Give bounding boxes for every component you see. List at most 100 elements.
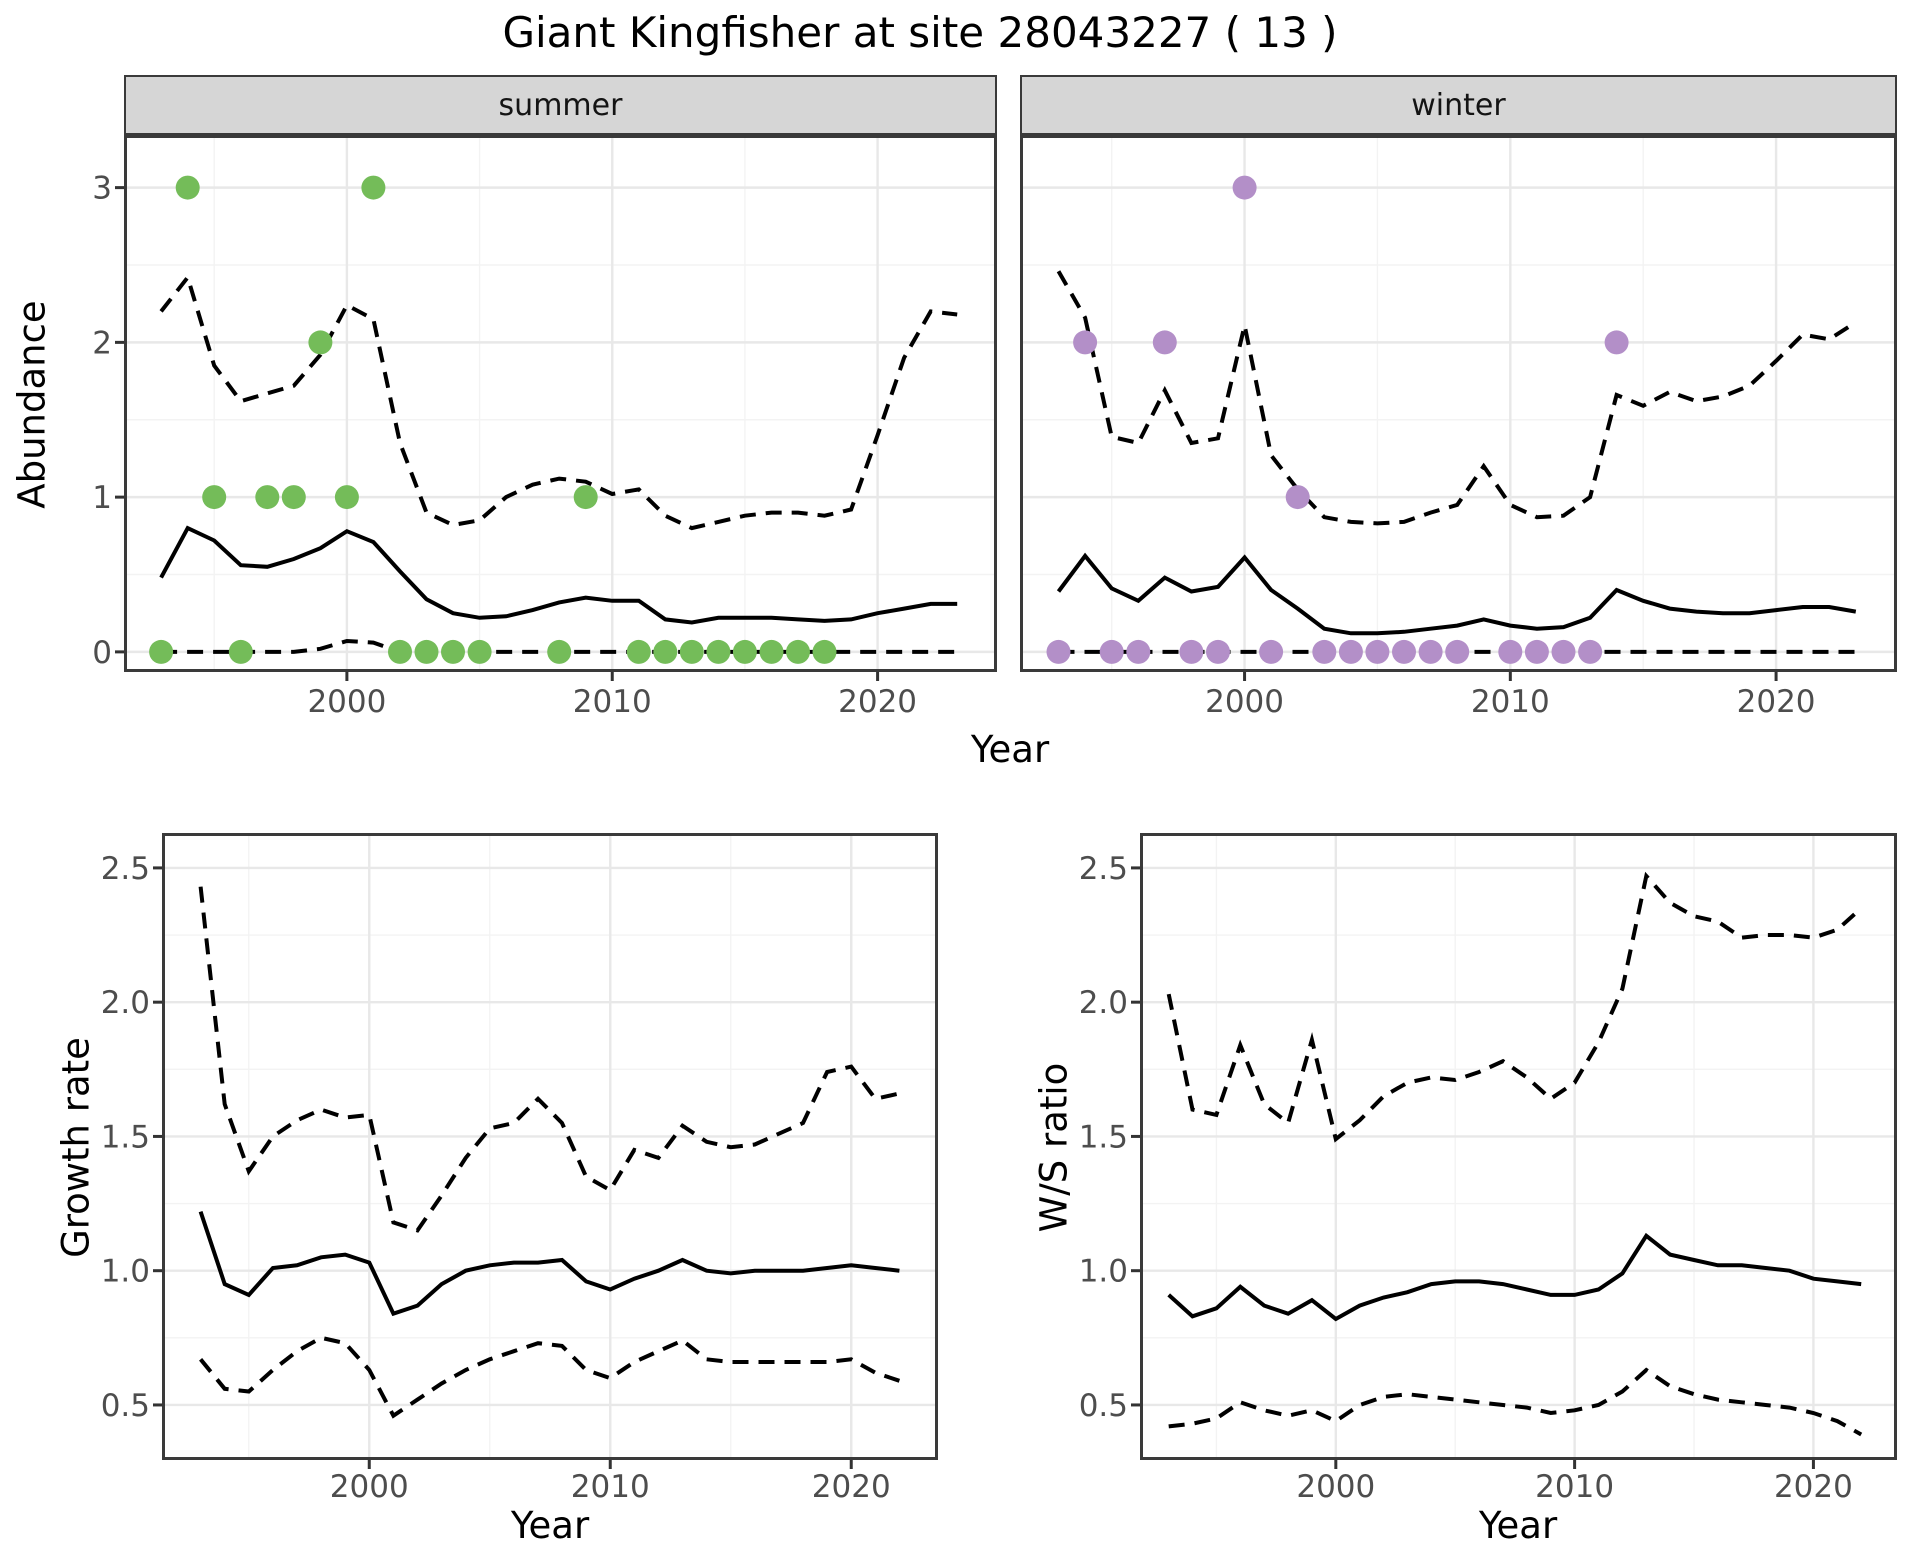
observed-count-dot <box>626 639 651 664</box>
observed-count-dot <box>1259 639 1284 664</box>
x-tick-label: 2000 <box>330 1469 409 1505</box>
x-axis-title-year-top: Year <box>970 728 1050 771</box>
observed-count-dot <box>1445 639 1470 664</box>
upper_ci-line <box>1056 270 1857 526</box>
panel-background <box>1140 833 1897 1460</box>
facet-strip-summer: summer <box>124 75 997 135</box>
x-tick-label: 2020 <box>812 1469 891 1505</box>
observed-count-dot <box>1551 639 1576 664</box>
x-tick-label: 2010 <box>1471 684 1550 720</box>
x-tick-label: 2020 <box>838 684 917 720</box>
panel-growth-rate <box>162 833 938 1460</box>
upper_ci-line <box>1166 871 1863 1143</box>
observed-count-dot <box>1126 639 1151 664</box>
y-tick-label: 2 <box>92 325 112 361</box>
observed-count-dot <box>202 485 227 510</box>
observed-count-dot <box>388 639 412 664</box>
observed-count-dot <box>1312 639 1337 664</box>
panel-background <box>124 135 997 672</box>
observed-count-dot <box>679 639 704 664</box>
observed-count-dot <box>1152 330 1177 355</box>
y-tick-label: 1 <box>92 480 112 516</box>
median-line <box>1056 552 1857 636</box>
x-tick-label: 2010 <box>573 684 652 720</box>
x-tick-label: 2000 <box>1205 684 1284 720</box>
y-tick-label: 2.0 <box>1079 985 1128 1021</box>
facet-strip-winter-label: winter <box>1411 87 1506 123</box>
observed-count-dot <box>786 639 810 664</box>
upper_ci-line <box>198 886 900 1233</box>
observed-count-dot <box>573 485 598 510</box>
observed-count-dot <box>255 485 280 510</box>
x-axis-title-year-ws: Year <box>1478 1504 1558 1547</box>
observed-count-dot <box>732 639 757 664</box>
observed-count-dot <box>308 330 333 355</box>
observed-count-dot <box>1498 639 1523 664</box>
observed-count-dot <box>1418 639 1443 664</box>
observed-count-dot <box>547 639 572 664</box>
median-line <box>1167 1232 1862 1322</box>
facet-strip-winter: winter <box>1020 75 1897 135</box>
observed-count-dot <box>467 639 492 664</box>
y-tick-label: 2.5 <box>101 851 150 887</box>
y-axis-title-abundance: Abundance <box>10 300 54 509</box>
y-tick-label: 0.5 <box>1079 1388 1128 1424</box>
observed-count-dot <box>228 639 253 664</box>
observed-count-dot <box>281 485 306 510</box>
observed-count-dot <box>361 175 386 200</box>
x-tick-label: 2020 <box>1737 684 1816 720</box>
observed-count-dot <box>441 639 465 664</box>
observed-count-dot <box>1365 639 1390 664</box>
y-tick-label: 2.0 <box>101 985 150 1021</box>
upper_ci-line <box>159 273 958 531</box>
x-tick-label: 2000 <box>307 684 386 720</box>
y-tick-label: 1.0 <box>101 1254 150 1290</box>
y-tick-label: 0 <box>92 635 112 671</box>
observed-count-dot <box>1604 330 1629 355</box>
observed-count-dot <box>1232 175 1257 200</box>
x-tick-label: 2020 <box>1774 1469 1853 1505</box>
panel-background <box>1020 135 1897 672</box>
observed-count-dot <box>1285 485 1310 510</box>
median-line <box>159 525 958 625</box>
facet-strip-summer-label: summer <box>498 87 623 123</box>
panel-background <box>162 833 938 1460</box>
y-tick-label: 2.5 <box>1079 851 1128 887</box>
panel-border <box>1140 833 1897 1460</box>
observed-count-dot <box>653 639 678 664</box>
panel-border <box>1020 135 1897 672</box>
panel-abundance-winter <box>1020 135 1897 672</box>
observed-count-dot <box>759 639 784 664</box>
observed-count-dot <box>1179 639 1204 664</box>
y-tick-label: 1.5 <box>1079 1119 1128 1155</box>
observed-count-dot <box>1206 639 1230 664</box>
x-axis-title-year-growth: Year <box>510 1504 590 1547</box>
observed-count-dot <box>1578 639 1603 664</box>
observed-count-dot <box>1073 330 1098 355</box>
observed-count-dot <box>812 639 837 664</box>
observed-count-dot <box>1338 639 1363 664</box>
y-tick-label: 1.5 <box>101 1119 150 1155</box>
panel-border <box>162 833 938 1460</box>
observed-count-dot <box>1524 639 1549 664</box>
y-axis-title-ws-ratio: W/S ratio <box>1032 1062 1076 1233</box>
observed-count-dot <box>149 639 174 664</box>
figure-title: Giant Kingfisher at site 28043227 ( 13 ) <box>502 8 1338 57</box>
observed-count-dot <box>1099 639 1124 664</box>
observed-count-dot <box>1392 639 1416 664</box>
y-tick-label: 3 <box>92 171 112 207</box>
x-tick-label: 2010 <box>571 1469 650 1505</box>
observed-count-dot <box>1046 639 1071 664</box>
x-tick-label: 2010 <box>1535 1469 1614 1505</box>
y-tick-label: 1.0 <box>1079 1254 1128 1290</box>
panel-abundance-summer <box>124 135 997 672</box>
panel-border <box>124 135 997 672</box>
median-line <box>198 1210 900 1317</box>
panel-ws-ratio <box>1140 833 1897 1460</box>
observed-count-dot <box>706 639 731 664</box>
x-tick-label: 2000 <box>1296 1469 1375 1505</box>
observed-count-dot <box>414 639 439 664</box>
observed-count-dot <box>334 485 359 510</box>
y-tick-label: 0.5 <box>101 1388 150 1424</box>
